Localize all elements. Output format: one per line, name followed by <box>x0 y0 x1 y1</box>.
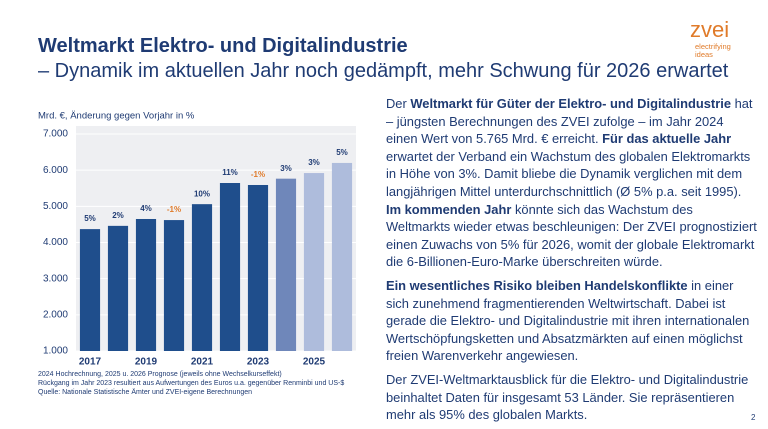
text: in einer sich zunehmend fragmentierenden… <box>386 277 750 364</box>
y-axis-title: Mrd. €, Änderung gegen Vorjahr in % <box>38 111 195 122</box>
text: könnte sich das Wachstum des Weltmarkts … <box>386 201 757 270</box>
y-tick-label: 4.000 <box>43 237 68 248</box>
growth-label: 3% <box>308 158 320 167</box>
paragraph: Der ZVEI-Weltmarktausblick für die Elekt… <box>386 371 758 424</box>
logo-tagline: ideas <box>695 50 713 59</box>
y-tick-label: 6.000 <box>43 165 68 176</box>
page-number: 2 <box>751 413 756 422</box>
growth-label: 10% <box>194 189 210 198</box>
footnote: Quelle: Nationale Statistische Ämter und… <box>38 388 252 396</box>
y-tick-label: 7.000 <box>43 129 68 140</box>
bar <box>135 218 157 351</box>
growth-label: -1% <box>251 170 265 179</box>
logo: zvei <box>690 17 729 42</box>
bold-text: Ein wesentliches Risiko bleiben Handelsk… <box>386 277 688 293</box>
bar <box>275 178 297 351</box>
growth-label: 5% <box>336 148 348 157</box>
bar <box>247 184 269 351</box>
bar <box>219 183 241 351</box>
title: Weltmarkt Elektro- und Digitalindustrie <box>38 35 408 57</box>
x-tick-label: 2021 <box>191 357 214 368</box>
text: Der ZVEI-Weltmarktausblick für die Elekt… <box>386 371 749 423</box>
x-tick-label: 2023 <box>247 357 270 368</box>
paragraph: Der Weltmarkt für Güter der Elektro- und… <box>386 95 758 271</box>
x-tick-label: 2017 <box>79 357 102 368</box>
x-tick-label: 2019 <box>135 357 158 368</box>
growth-label: 4% <box>140 204 152 213</box>
y-tick-label: 2.000 <box>43 309 68 320</box>
text: hat – jüngsten Berechnungen des ZVEI zuf… <box>386 96 753 147</box>
body-text: Der Weltmarkt für Güter der Elektro- und… <box>386 95 758 429</box>
growth-label: 3% <box>280 164 292 173</box>
bar <box>331 162 353 351</box>
bar <box>107 225 129 351</box>
growth-label: 11% <box>222 168 238 177</box>
text: Der <box>386 96 411 111</box>
y-tick-label: 5.000 <box>43 201 68 212</box>
bar <box>191 204 213 351</box>
bar <box>303 173 325 351</box>
bold-text: Weltmarkt für Güter der Elektro- und Dig… <box>410 96 731 111</box>
y-tick-label: 1.000 <box>43 346 68 357</box>
text: erwartet der Verband ein Wachstum des gl… <box>386 148 751 199</box>
footnote: Rückgang im Jahr 2023 resultiert aus Auf… <box>38 380 344 387</box>
footnote: 2024 Hochrechnung, 2025 u. 2026 Prognose… <box>38 371 282 378</box>
logo-tagline: electrifying <box>695 42 731 51</box>
growth-label: 2% <box>112 211 124 220</box>
growth-label: 5% <box>84 214 96 223</box>
bar <box>79 229 101 351</box>
bar <box>163 220 185 351</box>
bold-text: Im kommenden Jahr <box>386 201 512 217</box>
paragraph: Ein wesentliches Risiko bleiben Handelsk… <box>386 277 758 365</box>
growth-label: -1% <box>167 205 181 214</box>
y-tick-label: 3.000 <box>43 273 68 284</box>
subtitle: – Dynamik im aktuellen Jahr noch gedämpf… <box>38 60 729 82</box>
bold-text: Für das aktuelle Jahr <box>602 131 732 147</box>
x-tick-label: 2025 <box>303 357 326 368</box>
